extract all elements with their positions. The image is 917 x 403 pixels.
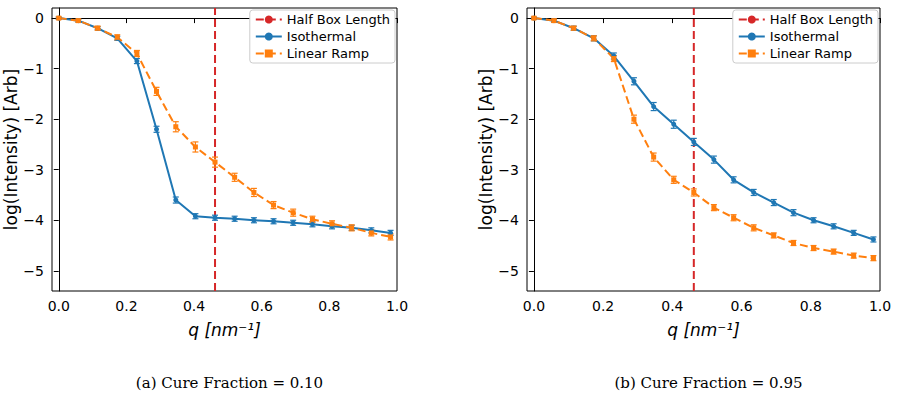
svg-text:q [nm⁻¹]: q [nm⁻¹] xyxy=(667,320,740,340)
svg-text:0.6: 0.6 xyxy=(730,298,752,314)
svg-text:1.0: 1.0 xyxy=(869,298,891,314)
svg-text:Half Box Length: Half Box Length xyxy=(770,12,873,27)
svg-text:0: 0 xyxy=(510,10,519,26)
svg-text:−3: −3 xyxy=(23,162,44,178)
svg-text:0: 0 xyxy=(35,10,44,26)
svg-text:0.8: 0.8 xyxy=(800,298,822,314)
svg-text:q [nm⁻¹]: q [nm⁻¹] xyxy=(188,320,261,340)
svg-text:1.0: 1.0 xyxy=(386,298,408,314)
svg-text:−5: −5 xyxy=(23,263,44,279)
svg-text:0.0: 0.0 xyxy=(523,298,545,314)
svg-text:Linear Ramp: Linear Ramp xyxy=(770,46,852,61)
svg-text:Isothermal: Isothermal xyxy=(770,29,839,44)
svg-text:0.4: 0.4 xyxy=(661,298,683,314)
svg-text:(a) Cure Fraction = 0.10: (a) Cure Fraction = 0.10 xyxy=(136,374,323,392)
svg-text:0.2: 0.2 xyxy=(592,298,614,314)
svg-text:Half Box Length: Half Box Length xyxy=(287,12,390,27)
svg-text:−2: −2 xyxy=(23,111,44,127)
svg-text:Linear Ramp: Linear Ramp xyxy=(287,46,369,61)
svg-text:−4: −4 xyxy=(23,212,44,228)
svg-text:0.6: 0.6 xyxy=(251,298,273,314)
svg-text:−1: −1 xyxy=(23,61,44,77)
svg-text:−4: −4 xyxy=(498,212,519,228)
svg-text:log(Intensity) [Arb]: log(Intensity) [Arb] xyxy=(1,69,21,230)
svg-text:0.2: 0.2 xyxy=(115,298,137,314)
svg-text:−2: −2 xyxy=(498,111,519,127)
svg-text:0.0: 0.0 xyxy=(48,298,70,314)
svg-text:−5: −5 xyxy=(498,263,519,279)
svg-text:(b) Cure Fraction = 0.95: (b) Cure Fraction = 0.95 xyxy=(615,374,803,392)
svg-text:0.8: 0.8 xyxy=(318,298,340,314)
svg-text:−3: −3 xyxy=(498,162,519,178)
svg-text:−1: −1 xyxy=(498,61,519,77)
svg-text:0.4: 0.4 xyxy=(183,298,205,314)
svg-text:Isothermal: Isothermal xyxy=(287,29,356,44)
svg-text:log(Intensity) [Arb]: log(Intensity) [Arb] xyxy=(476,69,496,230)
